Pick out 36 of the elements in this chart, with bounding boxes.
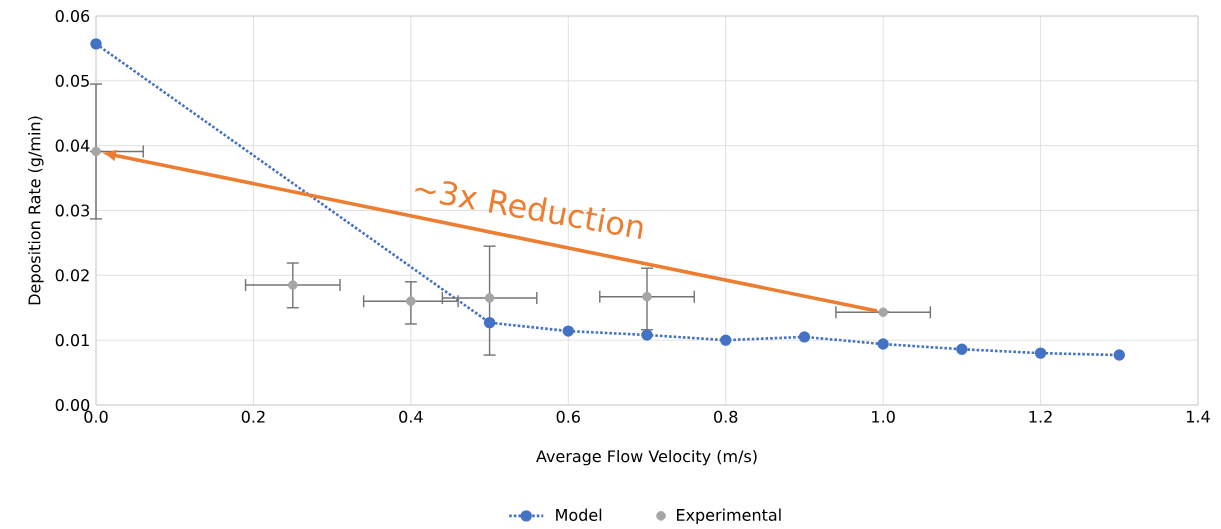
x-tick-label: 1.4 — [1187, 410, 1210, 423]
legend-label: Model — [556, 508, 602, 521]
y-tick-label: 0.03 — [55, 204, 89, 217]
x-tick-label: 1.2 — [1029, 410, 1052, 423]
point — [642, 291, 652, 302]
y-tick-label: 0.00 — [55, 398, 90, 412]
y-tick-label: 0.05 — [55, 74, 89, 87]
x-tick-label: 0.8 — [714, 410, 738, 423]
point — [1113, 349, 1125, 361]
y-tick-label: 0.06 — [55, 9, 90, 23]
x-tick-label: 0.0 — [84, 410, 108, 423]
y-axis-title: Deposition Rate (g/min) — [28, 116, 44, 305]
x-axis-title: Average Flow Velocity (m/s) — [536, 449, 757, 466]
point — [641, 329, 653, 341]
point — [562, 325, 574, 337]
y-tick-label: 0.04 — [55, 139, 90, 152]
point — [956, 343, 968, 355]
point — [720, 334, 732, 346]
x-tick-label: 1.0 — [872, 410, 895, 423]
point — [91, 146, 101, 157]
x-tick-label: 0.6 — [556, 410, 580, 423]
legend-label: Experimental — [677, 508, 781, 525]
point — [483, 316, 496, 329]
point — [878, 307, 888, 318]
point — [484, 293, 495, 303]
y-tick-label: 0.02 — [55, 269, 89, 282]
point — [798, 331, 811, 343]
y-tick-label: 0.01 — [55, 334, 89, 347]
point — [406, 296, 416, 307]
point — [90, 38, 102, 50]
point — [877, 338, 889, 350]
point — [288, 280, 298, 290]
x-tick-label: 0.2 — [241, 410, 265, 423]
annotation: ~3x Reduction — [415, 181, 643, 240]
point — [1034, 347, 1047, 359]
x-tick-label: 0.4 — [399, 410, 423, 423]
